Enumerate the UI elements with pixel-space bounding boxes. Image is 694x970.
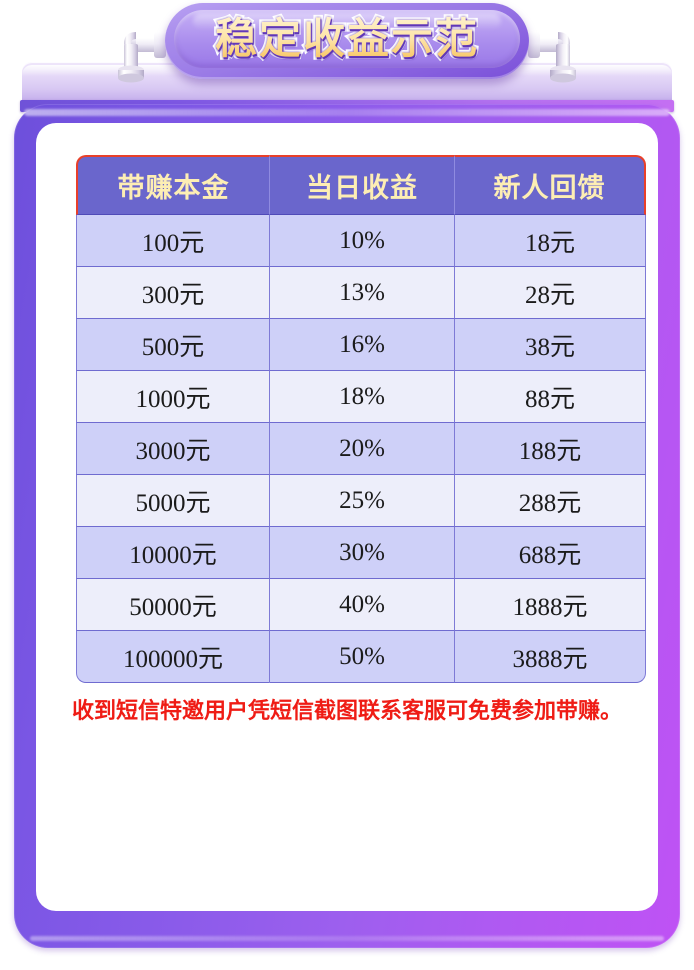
cell-newcomer-bonus: 688元 xyxy=(455,527,646,579)
cell-daily-return: 25% xyxy=(270,475,455,527)
table-row: 1000元 18% 88元 xyxy=(76,371,646,423)
cell-daily-return: 16% xyxy=(270,319,455,371)
cell-principal: 100元 xyxy=(76,215,270,267)
table-row: 500元 16% 38元 xyxy=(76,319,646,371)
table-row: 100元 10% 18元 xyxy=(76,215,646,267)
table-header-row: 带赚本金 当日收益 新人回馈 xyxy=(76,155,646,215)
title-banner-gloss xyxy=(193,13,501,29)
cell-newcomer-bonus: 3888元 xyxy=(455,631,646,683)
cell-daily-return: 40% xyxy=(270,579,455,631)
page-title: 稳定收益示范 xyxy=(165,14,529,64)
cell-principal: 3000元 xyxy=(76,423,270,475)
cell-newcomer-bonus: 288元 xyxy=(455,475,646,527)
cell-daily-return: 10% xyxy=(270,215,455,267)
column-header-newcomer-bonus: 新人回馈 xyxy=(455,155,646,215)
column-header-principal: 带赚本金 xyxy=(76,155,270,215)
table-row: 5000元 25% 288元 xyxy=(76,475,646,527)
pipe-hook-icon-right xyxy=(528,18,580,84)
table-row: 3000元 20% 188元 xyxy=(76,423,646,475)
cell-principal: 100000元 xyxy=(76,631,270,683)
cell-daily-return: 20% xyxy=(270,423,455,475)
column-header-daily-return: 当日收益 xyxy=(270,155,455,215)
cell-daily-return: 50% xyxy=(270,631,455,683)
cell-newcomer-bonus: 1888元 xyxy=(455,579,646,631)
cell-newcomer-bonus: 18元 xyxy=(455,215,646,267)
table-row: 300元 13% 28元 xyxy=(76,267,646,319)
cell-daily-return: 30% xyxy=(270,527,455,579)
table-row: 10000元 30% 688元 xyxy=(76,527,646,579)
page-title-outline-white: 稳定收益示范 xyxy=(165,13,529,65)
cell-daily-return: 13% xyxy=(270,267,455,319)
cell-principal: 10000元 xyxy=(76,527,270,579)
cell-principal: 50000元 xyxy=(76,579,270,631)
table-row: 100000元 50% 3888元 xyxy=(76,631,646,683)
card-panel: 带赚本金 当日收益 新人回馈 100元 10% 18元 300元 13% 28元 500元 1… xyxy=(36,123,658,911)
rate-table-head: 带赚本金 当日收益 新人回馈 xyxy=(76,155,646,215)
rate-table-body: 100元 10% 18元 300元 13% 28元 500元 16% 38元 1000元 18% 88… xyxy=(76,215,646,683)
cell-newcomer-bonus: 38元 xyxy=(455,319,646,371)
cell-newcomer-bonus: 188元 xyxy=(455,423,646,475)
cell-principal: 300元 xyxy=(76,267,270,319)
cell-newcomer-bonus: 88元 xyxy=(455,371,646,423)
card-frame: 带赚本金 当日收益 新人回馈 100元 10% 18元 300元 13% 28元 500元 1… xyxy=(14,104,680,948)
cell-principal: 500元 xyxy=(76,319,270,371)
cell-daily-return: 18% xyxy=(270,371,455,423)
cell-principal: 5000元 xyxy=(76,475,270,527)
cell-newcomer-bonus: 28元 xyxy=(455,267,646,319)
title-banner: 稳定收益示范 稳定收益示范 稳定收益示范 xyxy=(165,3,529,79)
cell-principal: 1000元 xyxy=(76,371,270,423)
pipe-hook-icon-left xyxy=(114,18,166,84)
rate-table: 带赚本金 当日收益 新人回馈 100元 10% 18元 300元 13% 28元 500元 1… xyxy=(76,155,646,683)
footer-note: 收到短信特邀用户凭短信截图联系客服可免费参加带赚。 xyxy=(71,698,622,723)
rate-table-wrapper: 带赚本金 当日收益 新人回馈 100元 10% 18元 300元 13% 28元 500元 1… xyxy=(76,155,646,683)
table-row: 50000元 40% 1888元 xyxy=(76,579,646,631)
